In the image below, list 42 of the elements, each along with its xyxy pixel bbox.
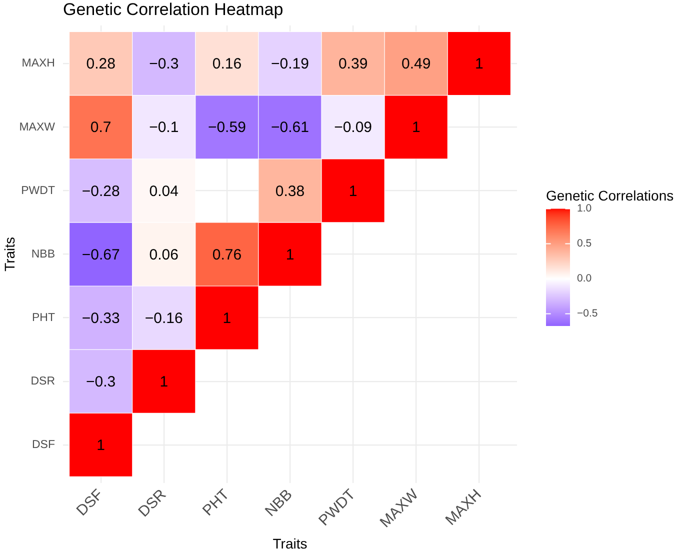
color-bar-label: 0.0 (577, 272, 592, 285)
data-label: 1 (348, 182, 358, 200)
data-label: 0.28 (86, 56, 116, 73)
data-label: −0.33 (82, 310, 120, 327)
chart-title: Genetic Correlation Heatmap (63, 0, 284, 19)
color-bar-label: 1.0 (577, 202, 592, 215)
data-label: −0.67 (82, 246, 120, 264)
y-tick-label: MAXW (19, 121, 56, 134)
y-tick-label: PHT (32, 312, 55, 324)
data-label: 0.38 (275, 182, 305, 200)
y-tick-label: DSR (30, 375, 55, 388)
data-label: 1 (474, 56, 484, 73)
data-label: 1 (286, 246, 294, 264)
data-label: 0.06 (149, 246, 178, 264)
data-label: 1 (160, 373, 168, 390)
y-tick-label: NBB (31, 248, 56, 260)
color-bar-title: Genetic Correlations (546, 188, 674, 204)
y-axis-title: Traits (1, 236, 18, 272)
color-bar-label: −0.5 (577, 308, 598, 320)
data-label: −0.19 (271, 56, 309, 73)
data-label: 0.7 (90, 119, 112, 136)
data-label: −0.59 (208, 119, 246, 136)
data-label: 0.39 (338, 56, 368, 73)
data-label: −0.3 (149, 56, 179, 73)
data-label: −0.09 (334, 119, 372, 136)
y-tick-label: PWDT (21, 184, 55, 197)
data-label: −0.61 (271, 119, 309, 136)
y-tick-label: DSF (32, 439, 55, 452)
color-bar-label: 0.5 (577, 238, 592, 250)
data-label: 0.76 (212, 246, 242, 264)
data-label: 1 (96, 437, 106, 454)
data-label: −0.16 (144, 310, 183, 327)
data-label: 0.49 (402, 56, 431, 73)
data-label: 0.04 (149, 182, 178, 200)
data-label: −0.3 (86, 373, 116, 390)
y-tick-label: MAXH (22, 58, 55, 70)
data-label: 1 (412, 119, 420, 136)
x-axis-title: Traits (272, 535, 308, 552)
data-label: 1 (222, 310, 232, 327)
data-label: 0.16 (212, 56, 242, 73)
data-label: −0.28 (82, 182, 120, 200)
data-label: −0.1 (149, 119, 179, 136)
